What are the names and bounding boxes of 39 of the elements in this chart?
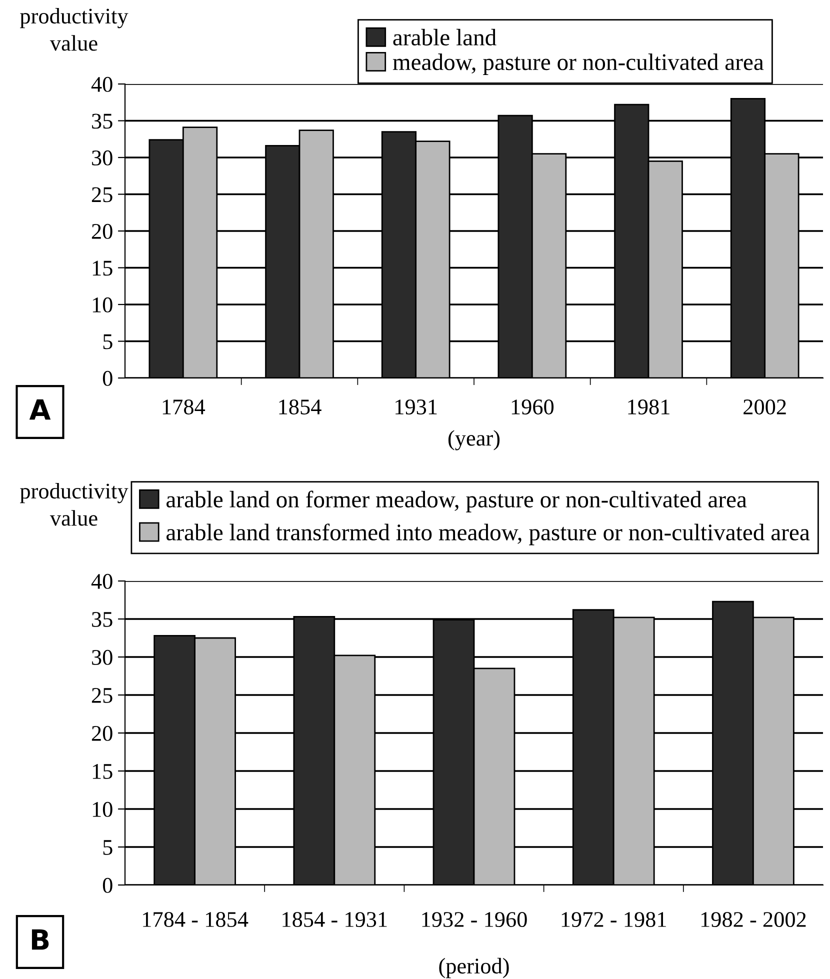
x-axis-title: (year) bbox=[448, 430, 500, 450]
y-tick-label: 20 bbox=[92, 726, 112, 741]
y-tick-label: 5 bbox=[103, 840, 112, 855]
x-tick-label: 1931 bbox=[396, 400, 437, 414]
x-tick-label: 1982 - 2002 bbox=[701, 912, 806, 928]
y-tick-label: 0 bbox=[102, 370, 112, 386]
y-tick-label: 35 bbox=[92, 612, 112, 627]
legend-label: arable land bbox=[393, 28, 496, 46]
x-tick-label: 1932 - 1960 bbox=[422, 912, 527, 928]
legend-label: arable land transformed into meadow, pasture or non-cultivated area bbox=[166, 524, 810, 546]
x-tick-label: 1784 bbox=[162, 399, 206, 414]
y-tick-label: 30 bbox=[92, 150, 112, 166]
text: A bbox=[29, 399, 51, 420]
y-tick-label: 0 bbox=[102, 878, 112, 893]
y-tick-label: 10 bbox=[92, 297, 112, 312]
y-tick-label: 5 bbox=[103, 334, 112, 350]
legend-label: meadow, pasture or non-cultivated area bbox=[392, 54, 764, 75]
x-tick-label: 1784 - 1854 bbox=[143, 912, 248, 928]
x-tick-label: 1854 bbox=[279, 399, 322, 414]
x-tick-label: 1981 bbox=[628, 399, 670, 414]
x-tick-label: 1854 - 1931 bbox=[282, 912, 387, 928]
y-tick-label: 15 bbox=[92, 764, 112, 779]
y-tick-label: 10 bbox=[92, 802, 112, 817]
y-tick-label: 35 bbox=[92, 114, 112, 129]
y-axis-title: productivity value bbox=[20, 483, 128, 526]
x-axis-title: (period) bbox=[439, 958, 509, 978]
y-tick-label: 40 bbox=[91, 574, 112, 589]
y-tick-label: 25 bbox=[92, 187, 112, 202]
text: B bbox=[32, 929, 49, 950]
y-tick-label: 40 bbox=[91, 76, 112, 92]
y-axis-title: productivity value bbox=[20, 8, 128, 51]
y-tick-label: 25 bbox=[92, 688, 112, 703]
x-tick-label: 1972 - 1981 bbox=[562, 912, 666, 928]
legend-label: arable land on former meadow, pasture or non-cultivated area bbox=[166, 490, 747, 512]
y-tick-label: 15 bbox=[92, 260, 112, 276]
x-tick-label: 1960 bbox=[512, 399, 554, 414]
y-tick-label: 20 bbox=[92, 224, 112, 239]
y-tick-label: 30 bbox=[92, 650, 112, 665]
x-tick-label: 2002 bbox=[744, 399, 786, 414]
